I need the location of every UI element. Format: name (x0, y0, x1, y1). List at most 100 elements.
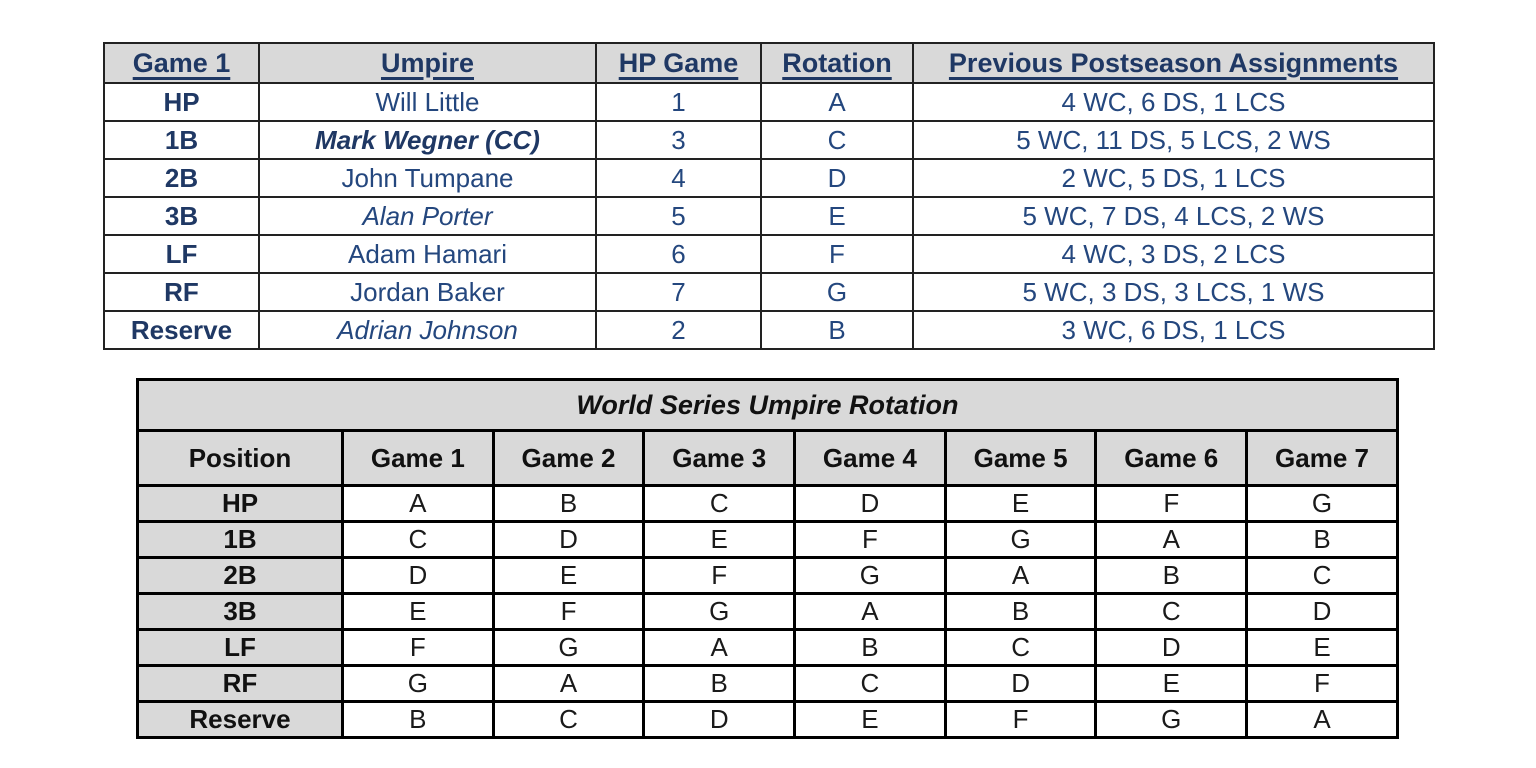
rotation-letter-cell: F (760, 234, 914, 274)
rotation-letter-cell: A (793, 592, 947, 631)
rotation-letter-cell: F (793, 520, 947, 559)
rotation-letter-cell: A (943, 556, 1098, 595)
position-cell: HP (136, 484, 344, 523)
rotation-letter-cell: G (341, 664, 495, 703)
column-header: Game 1 (103, 42, 260, 84)
umpire-name-cell: Adrian Johnson (258, 310, 597, 350)
table-row: RF Jordan Baker 7 G 5 WC, 3 DS, 3 LCS, 1 WS (103, 272, 1435, 312)
position-cell: LF (103, 234, 260, 274)
rotation-letter-cell: F (1094, 484, 1249, 523)
table-row: RF G A B C D E F (136, 664, 1399, 703)
rotation-letter-cell: E (943, 484, 1098, 523)
rotation-letter-cell: C (793, 664, 947, 703)
rotation-letter-cell: E (1094, 664, 1249, 703)
column-header: Game 5 (943, 429, 1098, 487)
rotation-letter-cell: C (943, 628, 1098, 667)
table-row: LF F G A B C D E (136, 628, 1399, 667)
table-row: Reserve B C D E F G A (136, 700, 1399, 739)
rotation-table: World Series Umpire Rotation Position Gam… (136, 378, 1399, 739)
rotation-header-row: Position Game 1 Game 2 Game 3 Game 4 Game 5 Ga… (136, 429, 1399, 487)
position-cell: 3B (136, 592, 344, 631)
column-header: Position (136, 429, 344, 487)
rotation-letter-cell: E (341, 592, 495, 631)
rotation-letter-cell: E (760, 196, 914, 236)
previous-assignments-cell: 4 WC, 3 DS, 2 LCS (912, 234, 1435, 274)
column-header: HP Game (595, 42, 762, 84)
rotation-letter-cell: D (793, 484, 947, 523)
rotation-letter-cell: E (491, 556, 646, 595)
rotation-letter-cell: C (1094, 592, 1249, 631)
rotation-letter-cell: D (341, 556, 495, 595)
rotation-letter-cell: E (642, 520, 797, 559)
rotation-letter-cell: G (793, 556, 947, 595)
rotation-letter-cell: A (642, 628, 797, 667)
rotation-letter-cell: F (491, 592, 646, 631)
hp-game-cell: 4 (595, 158, 762, 198)
umpire-name-cell: Jordan Baker (258, 272, 597, 312)
position-cell: HP (103, 82, 260, 122)
rotation-letter-cell: F (341, 628, 495, 667)
position-cell: Reserve (136, 700, 344, 739)
umpire-name-cell: Will Little (258, 82, 597, 122)
hp-game-cell: 5 (595, 196, 762, 236)
rotation-letter-cell: A (341, 484, 495, 523)
rotation-letter-cell: G (1094, 700, 1249, 739)
previous-assignments-cell: 4 WC, 6 DS, 1 LCS (912, 82, 1435, 122)
rotation-letter-cell: D (642, 700, 797, 739)
previous-assignments-cell: 3 WC, 6 DS, 1 LCS (912, 310, 1435, 350)
previous-assignments-cell: 5 WC, 3 DS, 3 LCS, 1 WS (912, 272, 1435, 312)
position-cell: 3B (103, 196, 260, 236)
assignments-body: HP Will Little 1 A 4 WC, 6 DS, 1 LCS 1B Mark W… (103, 82, 1435, 350)
rotation-letter-cell: G (491, 628, 646, 667)
position-cell: 1B (103, 120, 260, 160)
rotation-letter-cell: A (491, 664, 646, 703)
rotation-letter-cell: C (760, 120, 914, 160)
position-cell: Reserve (103, 310, 260, 350)
table-row: 1B Mark Wegner (CC) 3 C 5 WC, 11 DS, 5 LCS, … (103, 120, 1435, 160)
rotation-letter-cell: D (760, 158, 914, 198)
column-header: Umpire (258, 42, 597, 84)
rotation-letter-cell: B (760, 310, 914, 350)
column-header: Rotation (760, 42, 914, 84)
rotation-letter-cell: D (1094, 628, 1249, 667)
table-row: 1B C D E F G A B (136, 520, 1399, 559)
table-row: 3B E F G A B C D (136, 592, 1399, 631)
table-row: LF Adam Hamari 6 F 4 WC, 3 DS, 2 LCS (103, 234, 1435, 274)
rotation-letter-cell: C (491, 700, 646, 739)
table-row: HP A B C D E F G (136, 484, 1399, 523)
hp-game-cell: 3 (595, 120, 762, 160)
rotation-letter-cell: D (491, 520, 646, 559)
position-cell: 1B (136, 520, 344, 559)
column-header: Previous Postseason Assignments (912, 42, 1435, 84)
position-cell: LF (136, 628, 344, 667)
previous-assignments-cell: 5 WC, 7 DS, 4 LCS, 2 WS (912, 196, 1435, 236)
rotation-letter-cell: D (1245, 592, 1399, 631)
column-header: Game 4 (793, 429, 947, 487)
umpire-name-cell: Mark Wegner (CC) (258, 120, 597, 160)
rotation-letter-cell: F (943, 700, 1098, 739)
rotation-body: HP A B C D E F G 1B C D E F G A B 2B D E F G A B C 3B E F G A B C D LF F G… (136, 484, 1399, 739)
rotation-letter-cell: A (1245, 700, 1399, 739)
table-row: Reserve Adrian Johnson 2 B 3 WC, 6 DS, 1 LCS (103, 310, 1435, 350)
column-header: Game 2 (491, 429, 646, 487)
rotation-letter-cell: A (1094, 520, 1249, 559)
rotation-letter-cell: B (1245, 520, 1399, 559)
rotation-letter-cell: G (642, 592, 797, 631)
rotation-letter-cell: F (642, 556, 797, 595)
rotation-letter-cell: C (1245, 556, 1399, 595)
rotation-letter-cell: E (1245, 628, 1399, 667)
umpire-name-cell: Adam Hamari (258, 234, 597, 274)
position-cell: 2B (136, 556, 344, 595)
umpire-name-cell: John Tumpane (258, 158, 597, 198)
rotation-letter-cell: B (642, 664, 797, 703)
position-cell: 2B (103, 158, 260, 198)
table-row: 2B John Tumpane 4 D 2 WC, 5 DS, 1 LCS (103, 158, 1435, 198)
hp-game-cell: 6 (595, 234, 762, 274)
rotation-letter-cell: C (642, 484, 797, 523)
assignments-table: Game 1 Umpire HP Game Rotation Previous Post… (103, 42, 1435, 350)
rotation-letter-cell: E (793, 700, 947, 739)
column-header: Game 1 (341, 429, 495, 487)
rotation-letter-cell: G (1245, 484, 1399, 523)
rotation-letter-cell: F (1245, 664, 1399, 703)
